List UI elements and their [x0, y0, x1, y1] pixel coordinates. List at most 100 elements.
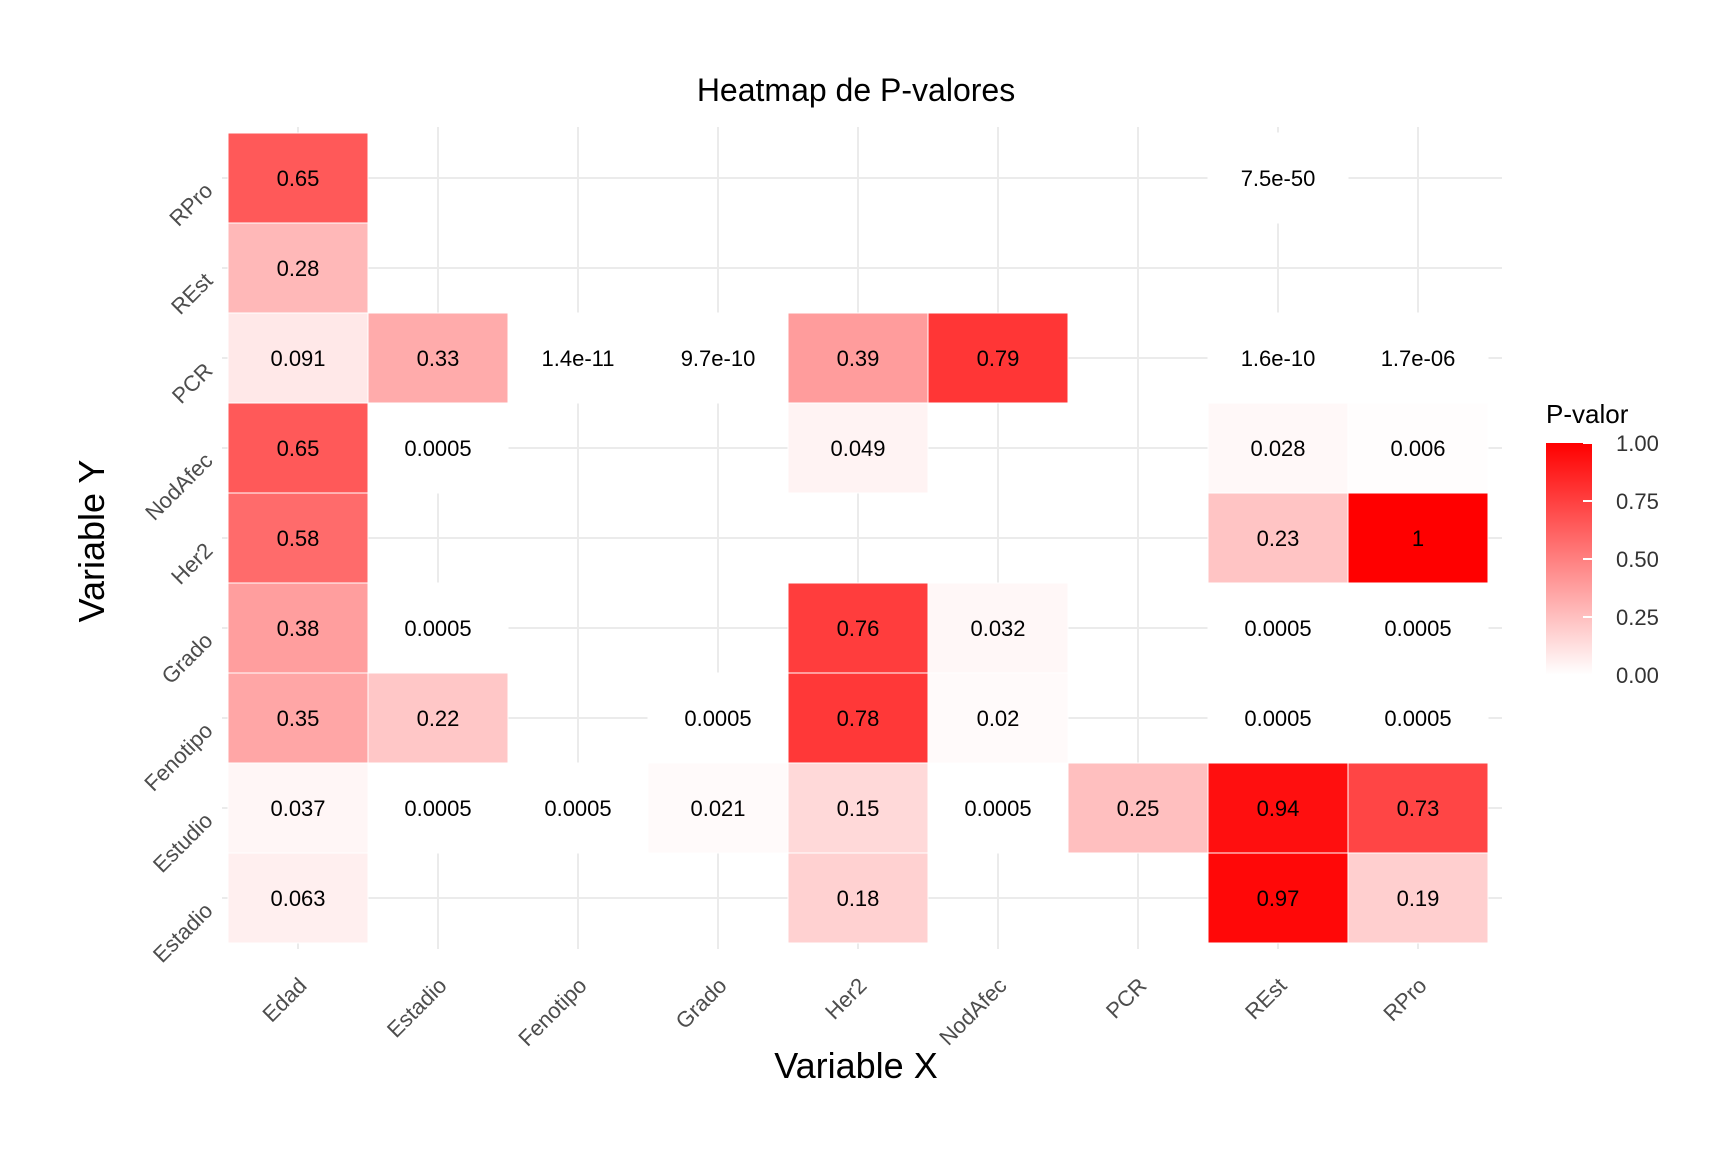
heatmap-cell: [227, 672, 369, 764]
cell-value-label: 0.0005: [404, 796, 471, 821]
heatmap-cell: [227, 762, 369, 854]
x-tick-label: Edad: [258, 973, 312, 1027]
cell-value-label: 0.0005: [1244, 616, 1311, 641]
y-tick-label: Grado: [157, 628, 218, 689]
heatmap-cell: [1207, 582, 1349, 674]
y-tick-label: Fenotipo: [139, 718, 217, 796]
chart-title: Heatmap de P-valores: [697, 72, 1015, 108]
heatmap-cell: [227, 132, 369, 224]
cell-value-label: 0.028: [1250, 436, 1305, 461]
cell-value-label: 0.76: [837, 616, 880, 641]
heatmap-cell: [927, 582, 1069, 674]
y-tick-label: Her2: [166, 538, 217, 589]
cell-value-label: 0.091: [270, 346, 325, 371]
cell-value-label: 0.78: [837, 706, 880, 731]
legend-tick-label: 0.75: [1616, 489, 1659, 514]
cell-value-label: 1.4e-11: [542, 346, 615, 371]
cell-value-label: 0.58: [277, 526, 320, 551]
cell-value-label: 0.049: [830, 436, 885, 461]
heatmap-cell: [1207, 492, 1349, 584]
cell-value-label: 0.032: [970, 616, 1025, 641]
heatmap-cell: [1207, 132, 1349, 224]
x-tick-label: NodAfec: [934, 973, 1011, 1050]
heatmap-cell: [787, 402, 929, 494]
heatmap-cell: [1347, 672, 1489, 764]
heatmap-cell: [1347, 402, 1489, 494]
heatmap-cell: [227, 312, 369, 404]
heatmap-cell: [1347, 582, 1489, 674]
cell-value-label: 1.7e-06: [1381, 346, 1456, 371]
x-tick-label: Her2: [820, 973, 871, 1024]
cell-value-label: 0.0005: [404, 616, 471, 641]
y-tick-label: Estudio: [148, 808, 218, 878]
cell-value-label: 0.0005: [544, 796, 611, 821]
heatmap-cell: [787, 312, 929, 404]
heatmap-cell: [367, 402, 509, 494]
cell-value-label: 0.006: [1390, 436, 1445, 461]
heatmap-cell: [1347, 762, 1489, 854]
heatmap-cell: [1207, 762, 1349, 854]
y-tick-label: REst: [166, 268, 217, 319]
cell-value-label: 7.5e-50: [1241, 166, 1316, 191]
cell-value-label: 0.0005: [404, 436, 471, 461]
cell-value-label: 0.39: [837, 346, 880, 371]
cell-value-label: 0.037: [270, 796, 325, 821]
cell-value-label: 1: [1412, 526, 1424, 551]
cell-value-label: 0.021: [690, 796, 745, 821]
cell-value-label: 0.22: [417, 706, 460, 731]
heatmap-cell: [227, 492, 369, 584]
cell-value-label: 0.33: [417, 346, 460, 371]
cell-value-label: 0.28: [277, 256, 320, 281]
cell-value-label: 0.0005: [1384, 616, 1451, 641]
heatmap-cell: [787, 582, 929, 674]
x-tick-label: REst: [1240, 973, 1291, 1024]
cell-value-label: 0.0005: [684, 706, 751, 731]
x-tick-label: RPro: [1378, 973, 1431, 1026]
y-tick-label: RPro: [164, 178, 217, 231]
cell-value-label: 0.38: [277, 616, 320, 641]
cell-value-label: 0.0005: [1384, 706, 1451, 731]
cell-value-label: 0.35: [277, 706, 320, 731]
cell-value-label: 0.23: [1257, 526, 1300, 551]
heatmap-cell: [367, 672, 509, 764]
heatmap-cell: [507, 762, 649, 854]
heatmap-cell: [367, 762, 509, 854]
legend-ticks: 0.00 0.25 0.50 0.75 1.00: [1583, 431, 1659, 688]
heatmap-cell: [367, 582, 509, 674]
heatmap-cell: [1207, 852, 1349, 944]
cell-value-label: 9.7e-10: [681, 346, 756, 371]
legend-tick-label: 0.25: [1616, 605, 1659, 630]
heatmap-cell: [227, 582, 369, 674]
heatmap-cell: [1067, 762, 1209, 854]
y-tick-label: PCR: [167, 358, 218, 409]
heatmap-cell: [1207, 402, 1349, 494]
heatmap-cell: [227, 852, 369, 944]
heatmap-cell: [1207, 672, 1349, 764]
x-tick-label: Fenotipo: [513, 973, 591, 1051]
legend-tick-label: 0.00: [1616, 663, 1659, 688]
heatmap-cell: [507, 312, 649, 404]
x-axis-title: Variable X: [774, 1045, 937, 1086]
heatmap-cell: [227, 222, 369, 314]
y-tick-label: Estadio: [148, 898, 218, 968]
cell-labels: 0.65 7.5e-50 0.28 0.091 0.33 1.4e-11 9.7e-10 0.…: [270, 166, 1455, 911]
cell-value-label: 0.02: [977, 706, 1020, 731]
cell-value-label: 0.19: [1397, 886, 1440, 911]
cell-value-label: 0.97: [1257, 886, 1300, 911]
cell-value-label: 0.0005: [1244, 706, 1311, 731]
y-tick-label: NodAfec: [140, 448, 217, 525]
cell-value-label: 0.25: [1117, 796, 1160, 821]
cell-value-label: 0.73: [1397, 796, 1440, 821]
heatmap-cells: [227, 132, 1489, 944]
cell-value-label: 1.6e-10: [1241, 346, 1316, 371]
cell-value-label: 0.79: [977, 346, 1020, 371]
heatmap-cell: [1347, 852, 1489, 944]
heatmap-cell: [1347, 312, 1489, 404]
y-axis-ticks: Estadio Estudio Fenotipo Grado Her2 NodAfec PC…: [139, 178, 217, 968]
legend: P-valor 0.00 0.25 0.50 0.75 1.00: [1546, 399, 1659, 688]
cell-value-label: 0.65: [277, 436, 320, 461]
heatmap-cell: [227, 402, 369, 494]
heatmap-cell: [647, 762, 789, 854]
heatmap-cell: [927, 762, 1069, 854]
